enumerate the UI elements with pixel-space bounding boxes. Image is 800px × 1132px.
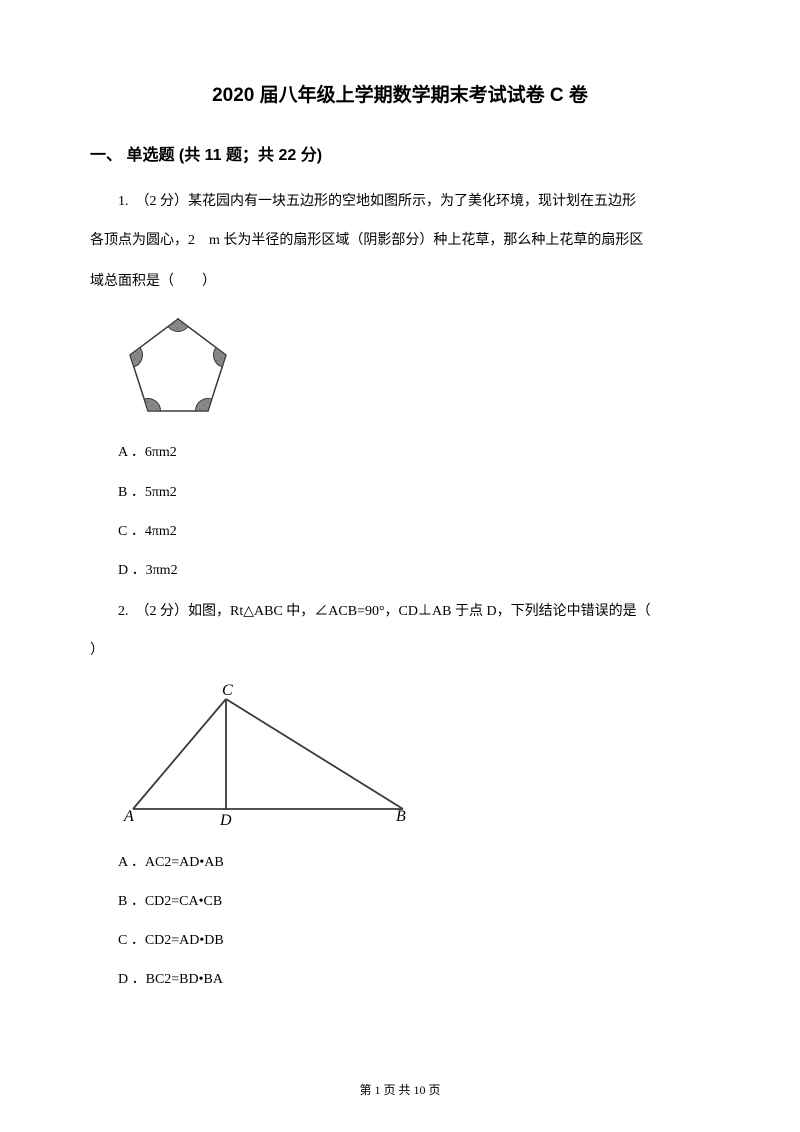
q2-option-d: D ．BC2=BD•BA [118, 967, 710, 992]
svg-text:C: C [222, 682, 233, 699]
q1-option-d: D ．3πm2 [118, 558, 710, 583]
q1-line1: 1. （2 分）某花园内有一块五边形的空地如图所示，为了美化环境，现计划在五边形 [90, 187, 710, 218]
q1-option-c: C ．4πm2 [118, 519, 710, 544]
q1-line2: 各顶点为圆心，2 m 长为半径的扇形区域（阴影部分）种上花草，那么种上花草的扇形… [90, 226, 710, 257]
svg-text:A: A [123, 808, 134, 825]
svg-text:D: D [219, 812, 232, 829]
section-header: 一、 单选题 (共 11 题；共 22 分) [90, 141, 710, 165]
q2-option-a: A ．AC2=AD•AB [118, 850, 710, 875]
svg-text:B: B [396, 808, 406, 825]
q1-figure [118, 311, 710, 426]
q1-option-b: B ．5πm2 [118, 480, 710, 505]
q2-figure: A B C D [118, 681, 710, 836]
page-title: 2020 届八年级上学期数学期末考试试卷 C 卷 [90, 80, 710, 107]
q1-line3: 域总面积是（ ） [90, 267, 710, 298]
q2-line1: 2. （2 分）如图，Rt△ABC 中，∠ACB=90°，CD⊥AB 于点 D，… [90, 597, 710, 628]
page-footer: 第 1 页 共 10 页 [0, 1081, 800, 1098]
q1-option-a: A ．6πm2 [118, 440, 710, 465]
q2-option-b: B ．CD2=CA•CB [118, 889, 710, 914]
q2-line2: ） [90, 636, 710, 667]
triangle-icon: A B C D [118, 681, 418, 831]
pentagon-icon [118, 311, 238, 421]
q2-option-c: C ．CD2=AD•DB [118, 928, 710, 953]
